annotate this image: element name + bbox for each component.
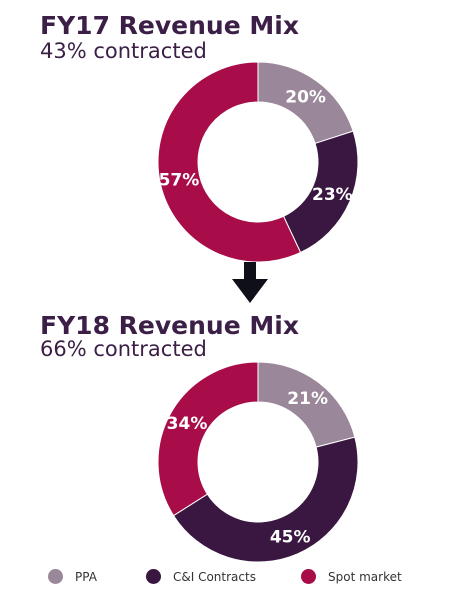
legend-label-spot-market: Spot market [328,569,402,584]
fy17-donut-chart: 20% 23% 57% [157,62,359,262]
down-arrow-head [232,279,268,303]
legend-swatch-ci-contracts [146,569,161,584]
fy18-chart-subtitle: 66% contracted [40,337,207,361]
legend-item-spot-market: Spot market [301,569,402,584]
slice-ci-contracts [172,436,359,562]
fy18-donut-chart: 21% 45% 34% [157,362,359,562]
fy18-chart-title: FY18 Revenue Mix [40,311,299,340]
slice-label-spot-market: 57% [159,171,200,191]
down-arrow-icon [232,262,268,303]
slice-label-ci-contracts: 23% [312,185,353,205]
legend-label-ppa: PPA [75,569,97,584]
legend-item-ppa: PPA [48,569,97,584]
slice-spot-market [157,362,259,517]
legend-item-ci-contracts: C&I Contracts [146,569,256,584]
fy17-chart-title: FY17 Revenue Mix [40,11,299,40]
legend-label-ci-contracts: C&I Contracts [173,569,256,584]
slice-label-ci-contracts: 45% [270,527,311,547]
slice-label-ppa: 21% [287,389,328,409]
chart-legend: PPA C&I Contracts Spot market [0,566,472,588]
slice-label-ppa: 20% [285,87,326,107]
legend-swatch-ppa [48,569,63,584]
fy17-chart-subtitle: 43% contracted [40,39,207,63]
slice-spot-market [157,62,302,262]
legend-swatch-spot-market [301,569,316,584]
down-arrow-shaft [244,262,256,280]
slice-label-spot-market: 34% [167,414,208,434]
